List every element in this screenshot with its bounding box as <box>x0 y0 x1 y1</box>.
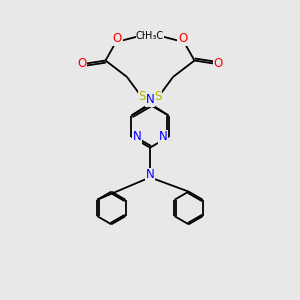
Text: O: O <box>77 57 86 70</box>
Text: S: S <box>138 90 146 103</box>
Text: N: N <box>132 130 141 143</box>
Text: N: N <box>146 168 154 181</box>
Text: N: N <box>146 93 154 106</box>
Text: O: O <box>113 32 122 45</box>
Text: H₃C: H₃C <box>145 31 164 41</box>
Text: N: N <box>159 130 168 143</box>
Text: S: S <box>154 90 162 103</box>
Text: CH₃: CH₃ <box>136 31 154 41</box>
Text: O: O <box>178 32 187 45</box>
Text: O: O <box>214 57 223 70</box>
